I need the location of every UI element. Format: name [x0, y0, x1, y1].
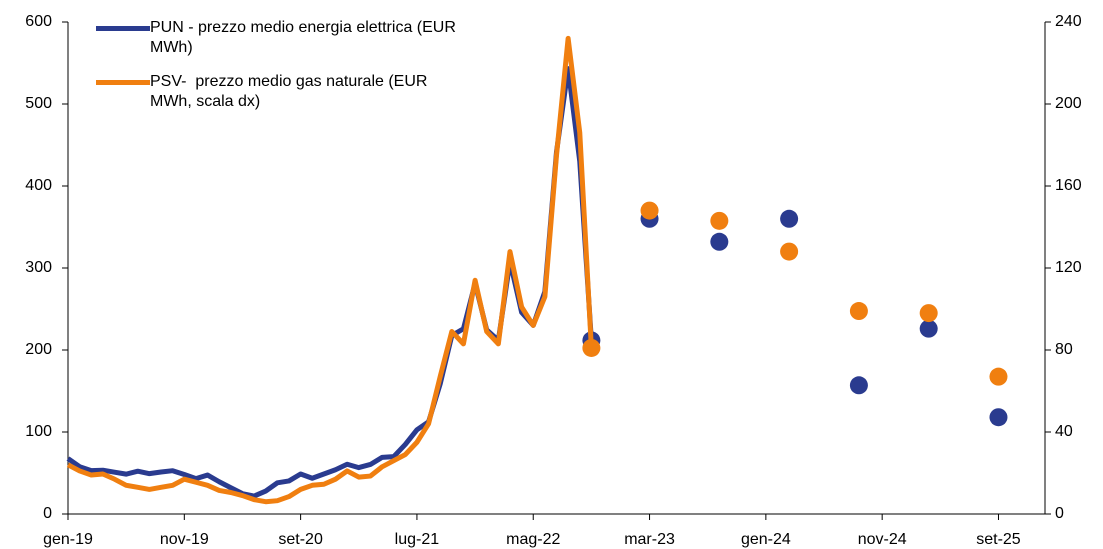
point-marker: [780, 242, 799, 261]
x-tick-label: gen-19: [43, 531, 93, 548]
point-marker: [640, 201, 659, 220]
y2-tick-label: 120: [1055, 259, 1082, 276]
point-marker: [710, 211, 729, 230]
point-marker: [919, 304, 938, 323]
y-tick-label: 100: [25, 423, 52, 440]
y-tick-label: 600: [25, 13, 52, 30]
point-marker: [919, 319, 938, 338]
y2-tick-label: 40: [1055, 423, 1073, 440]
y2-tick-label: 80: [1055, 341, 1073, 358]
series-line: [68, 69, 998, 497]
point-marker: [582, 338, 601, 357]
point-marker: [989, 367, 1008, 386]
x-tick-label: mag-22: [506, 531, 560, 548]
legend-entry: PUN - prezzo medio energia elettrica (EU…: [96, 18, 456, 58]
y-tick-label: 500: [25, 95, 52, 112]
y-tick-label: 200: [25, 341, 52, 358]
x-tick-label: set-20: [278, 531, 323, 548]
x-tick-label: gen-24: [741, 531, 791, 548]
x-tick-label: nov-19: [160, 531, 209, 548]
y2-tick-label: 240: [1055, 13, 1082, 30]
point-marker: [710, 232, 729, 251]
y-tick-label: 300: [25, 259, 52, 276]
legend-entry: PSV- prezzo medio gas naturale (EUR MWh,…: [96, 72, 456, 112]
x-tick-label: nov-24: [858, 531, 907, 548]
y2-tick-label: 200: [1055, 95, 1082, 112]
x-tick-label: mar-23: [624, 531, 675, 548]
y-tick-label: 0: [43, 505, 52, 522]
point-marker: [849, 376, 868, 395]
point-marker: [780, 209, 799, 228]
x-tick-label: set-25: [976, 531, 1021, 548]
point-marker: [989, 408, 1008, 427]
legend-swatch: [96, 26, 150, 31]
legend-swatch: [96, 80, 150, 85]
x-tick-label: lug-21: [395, 531, 440, 548]
y-tick-label: 400: [25, 177, 52, 194]
y2-tick-label: 0: [1055, 505, 1064, 522]
legend-label: PUN - prezzo medio energia elettrica (EU…: [150, 19, 461, 56]
legend-label: PSV- prezzo medio gas naturale (EUR MWh,…: [150, 73, 432, 110]
point-marker: [849, 302, 868, 321]
y2-tick-label: 160: [1055, 177, 1082, 194]
